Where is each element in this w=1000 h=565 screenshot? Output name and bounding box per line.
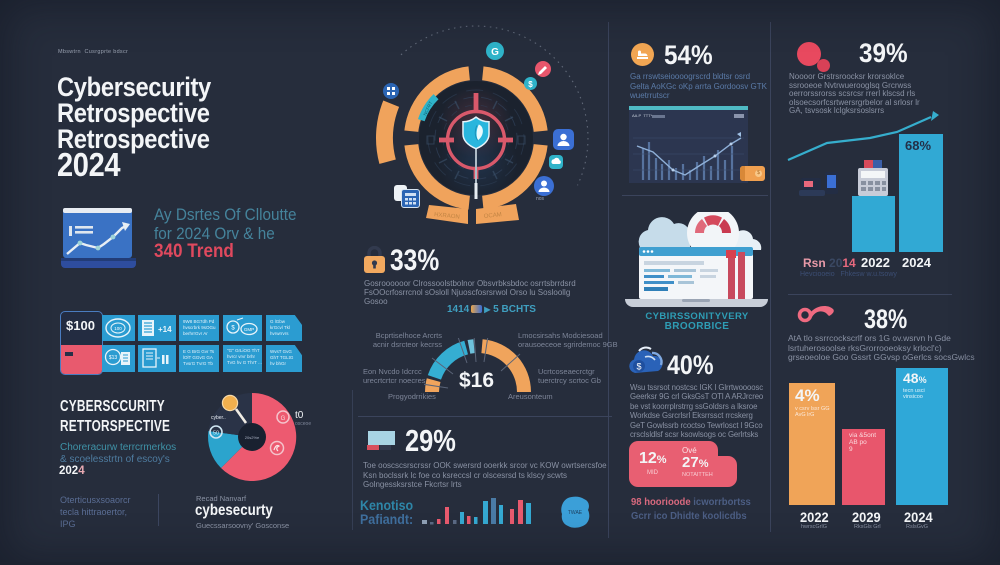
svg-text:20s2%e: 20s2%e (245, 435, 260, 440)
svg-text:50: 50 (213, 431, 219, 437)
svg-text:$13: $13 (109, 355, 118, 361)
svg-text:GMP: GMP (244, 327, 254, 332)
svg-text:$: $ (231, 326, 235, 332)
svg-text:TWAE: TWAE (568, 510, 583, 516)
svg-text:NCFRT: NCFRT (422, 100, 433, 116)
svg-text:OCAM: OCAM (484, 212, 503, 220)
svg-text:G: G (491, 47, 499, 58)
svg-text:G: G (281, 416, 286, 422)
svg-text:100: 100 (114, 326, 122, 331)
svg-text:cyber..: cyber.. (211, 415, 226, 421)
svg-text:+14: +14 (158, 325, 172, 334)
svg-text:$: $ (636, 362, 641, 372)
svg-text:HXRAON: HXRAON (434, 212, 460, 221)
svg-text:$: $ (528, 80, 533, 89)
